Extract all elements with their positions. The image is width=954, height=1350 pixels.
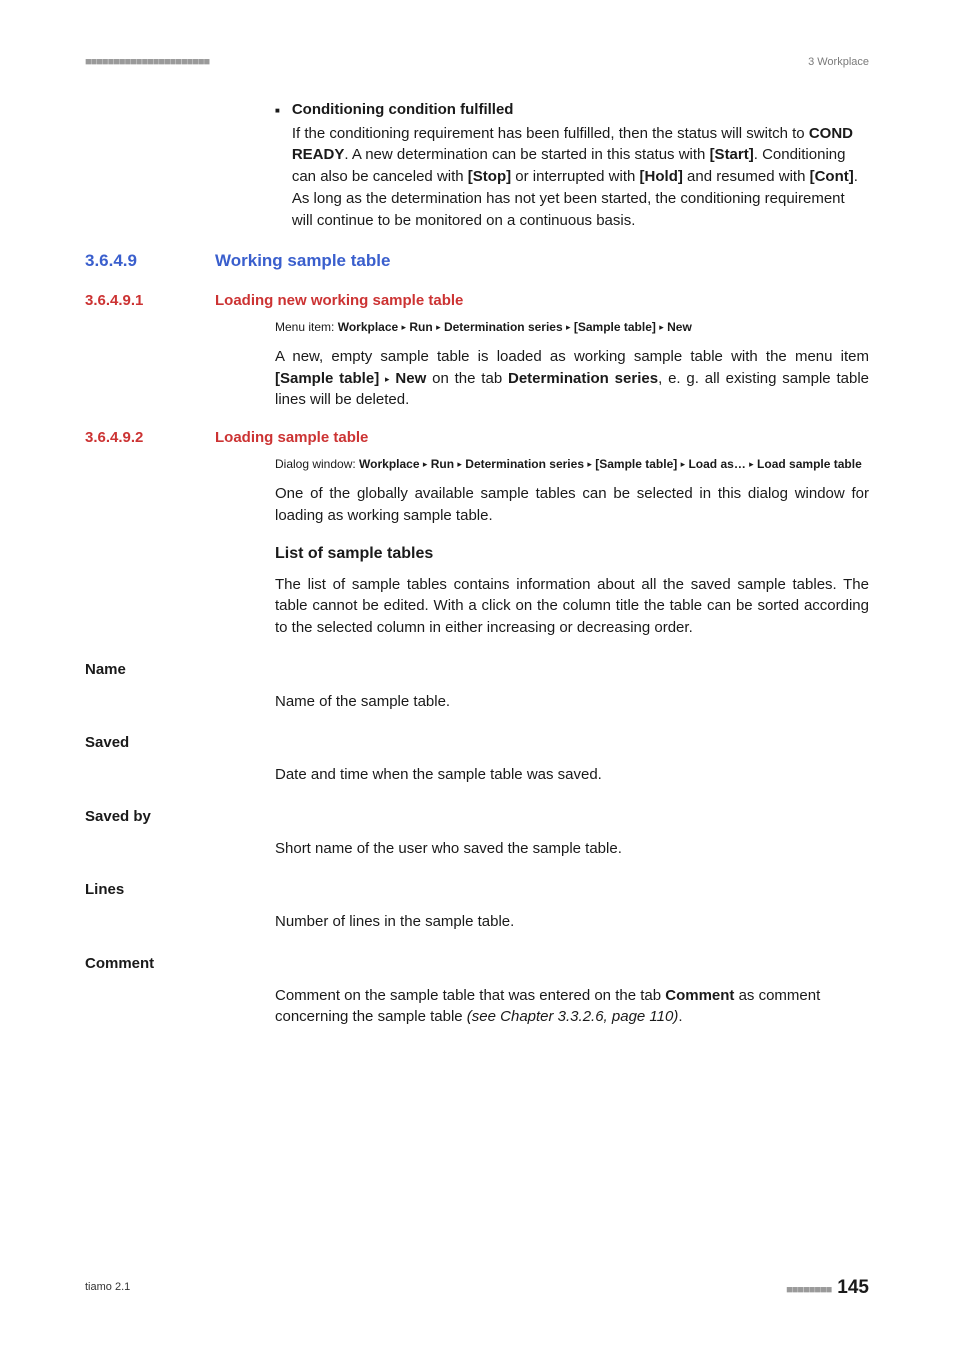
section-title: Working sample table (215, 249, 390, 274)
page-footer: tiamo 2.1 ■■■■■■■■ 145 (85, 1274, 869, 1302)
footer-product: tiamo 2.1 (85, 1280, 130, 1296)
section-number: 3.6.4.9 (85, 249, 215, 274)
def-savedby-term: Saved by (85, 806, 869, 828)
heading-list-sample-tables: List of sample tables (275, 542, 869, 565)
section-3-6-4-9: 3.6.4.9 Working sample table (85, 249, 869, 274)
def-comment-term: Comment (85, 953, 869, 975)
subsection-number: 3.6.4.9.2 (85, 427, 215, 449)
footer-right: ■■■■■■■■ 145 (786, 1274, 869, 1302)
def-name-term: Name (85, 659, 869, 681)
def-saved-body: Date and time when the sample table was … (275, 764, 869, 786)
def-name-body: Name of the sample table. (275, 691, 869, 713)
bullet-content: Conditioning condition fulfilled If the … (292, 99, 869, 232)
subsection-title: Loading new working sample table (215, 290, 463, 312)
menu-path-36492: Dialog window: Workplace ▸ Run ▸ Determi… (275, 455, 869, 473)
header-section-label: 3 Workplace (808, 55, 869, 71)
page-header: ■■■■■■■■■■■■■■■■■■■■■■ 3 Workplace (85, 55, 869, 71)
page-number: 145 (837, 1274, 869, 1302)
para-36491: A new, empty sample table is loaded as w… (275, 346, 869, 411)
footer-dots: ■■■■■■■■ (786, 1283, 831, 1299)
def-lines-body: Number of lines in the sample table. (275, 911, 869, 933)
menu-path-36491: Menu item: Workplace ▸ Run ▸ Determinati… (275, 318, 869, 336)
subsection-title: Loading sample table (215, 427, 368, 449)
subsection-3-6-4-9-1: 3.6.4.9.1 Loading new working sample tab… (85, 290, 869, 312)
para-36492-2: The list of sample tables contains infor… (275, 574, 869, 639)
subsection-3-6-4-9-2: 3.6.4.9.2 Loading sample table (85, 427, 869, 449)
bullet-body: If the conditioning requirement has been… (292, 123, 869, 232)
subsection-number: 3.6.4.9.1 (85, 290, 215, 312)
def-comment-body: Comment on the sample table that was ent… (275, 985, 869, 1029)
bullet-title: Conditioning condition fulfilled (292, 99, 869, 121)
header-dots: ■■■■■■■■■■■■■■■■■■■■■■ (85, 55, 209, 71)
bullet-conditioning: ■ Conditioning condition fulfilled If th… (275, 99, 869, 232)
def-saved-term: Saved (85, 732, 869, 754)
def-lines-term: Lines (85, 879, 869, 901)
bullet-marker: ■ (275, 105, 280, 232)
def-savedby-body: Short name of the user who saved the sam… (275, 838, 869, 860)
para-36492-1: One of the globally available sample tab… (275, 483, 869, 527)
